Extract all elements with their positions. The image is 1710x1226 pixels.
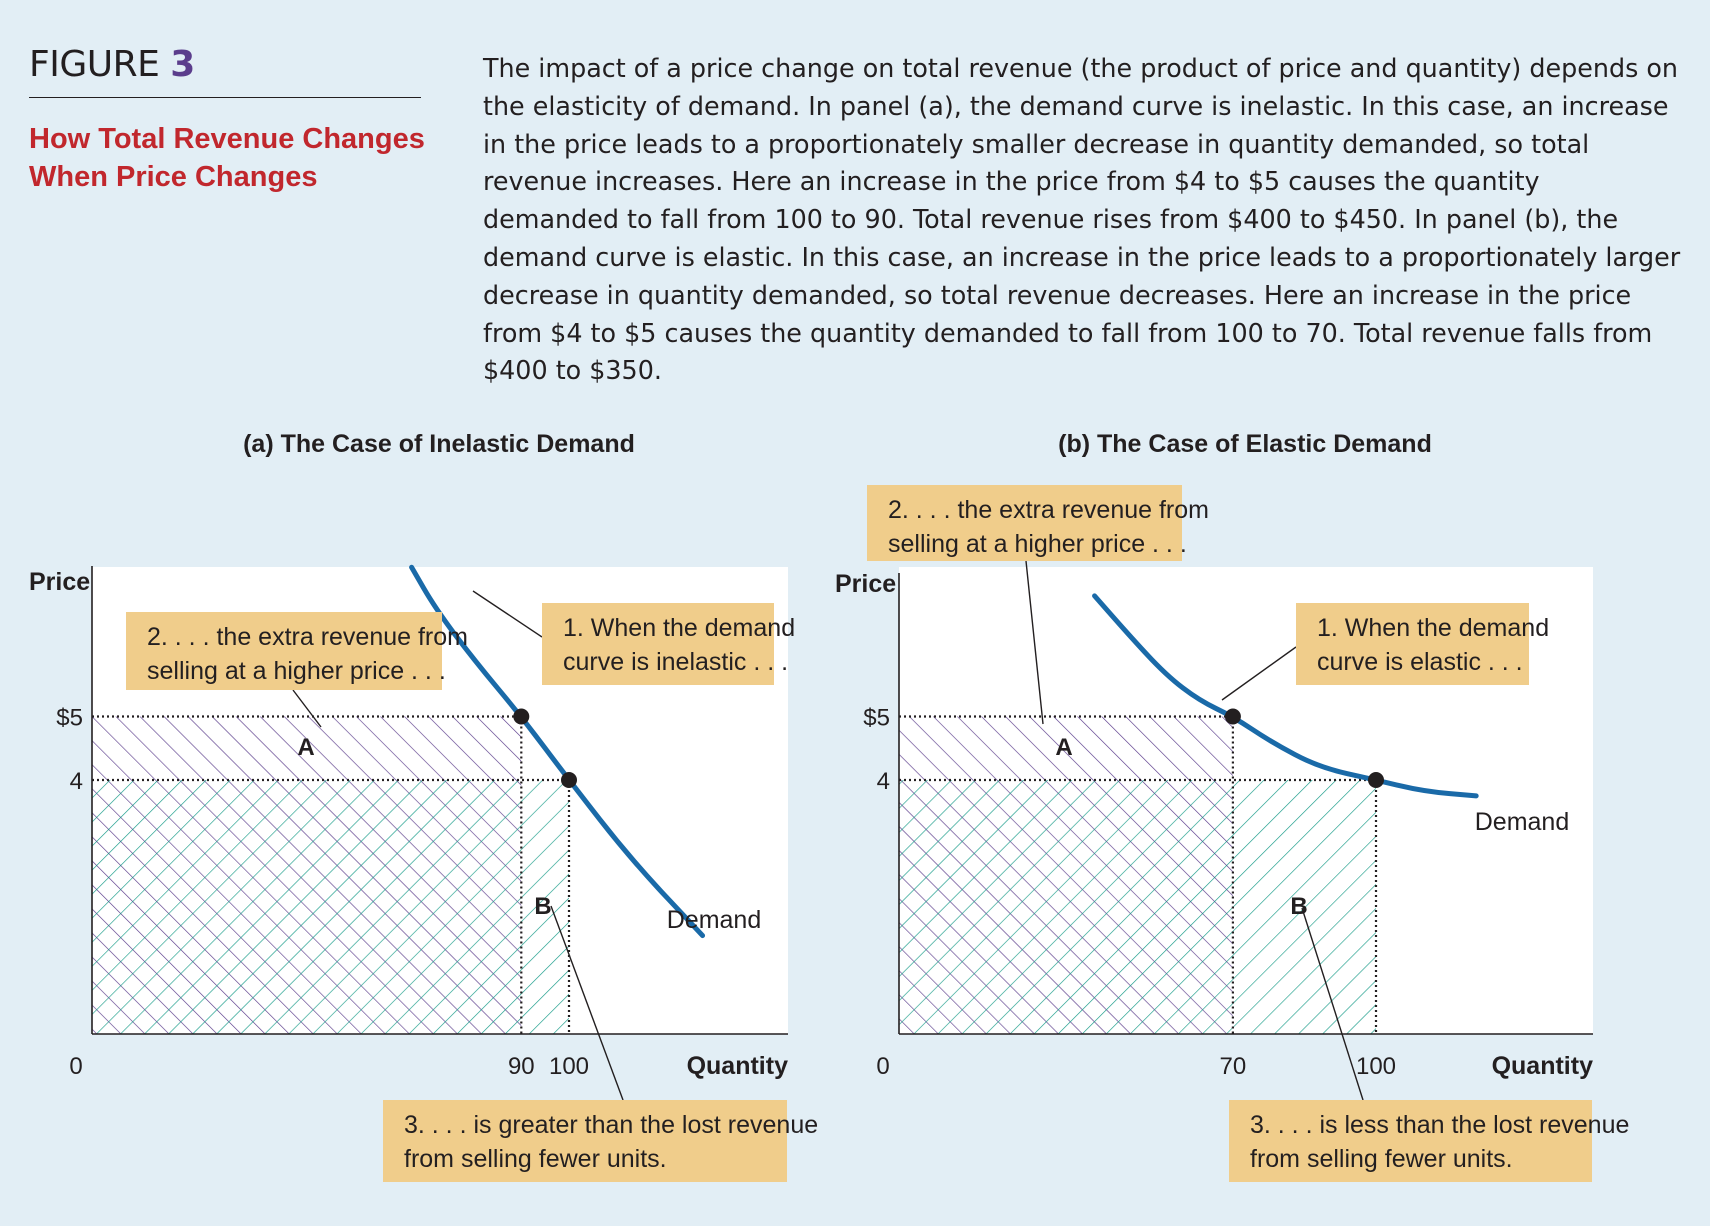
figure-caption: The impact of a price change on total re… [483, 53, 1681, 386]
figure-title-line-1: How Total Revenue Changes [29, 123, 425, 155]
callout-text: selling at a higher price . . . [147, 657, 446, 685]
panel-title: (a) The Case of Inelastic Demand [243, 430, 635, 458]
panel-b: $5 4 70 100 0 Price Quantity (b) The Case of El… [835, 430, 1629, 1182]
callout-text: 3. . . . is greater than the lost revenu… [404, 1111, 818, 1139]
callout-text: curve is inelastic . . . [563, 648, 788, 676]
area-b-hatch [1232, 780, 1376, 1034]
figure-rule [29, 97, 421, 98]
y-tick-label: $5 [56, 705, 83, 732]
x-tick-label: 100 [1356, 1053, 1396, 1080]
demand-point [513, 708, 530, 725]
origin-label: 0 [69, 1053, 82, 1080]
y-axis-title: Price [29, 568, 90, 596]
area-a-hatch [899, 716, 1233, 780]
callout-text: selling at a higher price . . . [888, 530, 1187, 558]
callout-box [1229, 1100, 1592, 1182]
x-axis-title: Quantity [1492, 1052, 1593, 1080]
y-tick-label: 4 [877, 768, 890, 795]
callout-leader-line [292, 689, 322, 728]
callout-box [867, 485, 1182, 561]
origin-label: 0 [876, 1053, 889, 1080]
y-axis-title: Price [835, 570, 896, 598]
demand-label: Demand [1475, 808, 1570, 836]
callout-text: 1. When the demand [1317, 614, 1549, 642]
figure-number: 3 [170, 44, 195, 85]
callout-box [383, 1100, 787, 1182]
callout-box [542, 603, 774, 685]
figure-title: How Total Revenue Changes When Price Cha… [29, 120, 429, 196]
callout-leader-line [1301, 907, 1364, 1101]
callout-leader-line [1221, 646, 1297, 701]
figure-label: FIGURE 3 [29, 44, 195, 85]
area-a-label: A [1055, 734, 1072, 761]
callout-leader-line [472, 590, 543, 638]
panel-title: (b) The Case of Elastic Demand [1058, 430, 1432, 458]
area-b-label: B [534, 893, 551, 920]
demand-point [1224, 708, 1241, 725]
y-tick-label: $5 [863, 705, 890, 732]
x-tick-label: 90 [508, 1053, 535, 1080]
callout-text: from selling fewer units. [1250, 1145, 1513, 1173]
figure-title-line-2: When Price Changes [29, 161, 318, 193]
x-axis-title: Quantity [687, 1052, 788, 1080]
demand-curve [409, 564, 706, 939]
area-a-label: A [297, 734, 314, 761]
demand-label: Demand [667, 906, 762, 934]
y-tick-label: 4 [70, 768, 83, 795]
area-a-hatch [92, 716, 522, 780]
area-b-hatch [521, 780, 569, 1034]
demand-point [561, 772, 577, 788]
callout-leader-line [1025, 560, 1044, 725]
demand-point [1368, 772, 1384, 788]
common-area-hatch-green [899, 780, 1233, 1034]
callout-text: 1. When the demand [563, 614, 795, 642]
callout-text: from selling fewer units. [404, 1145, 667, 1173]
callout-text: 2. . . . the extra revenue from [888, 496, 1209, 524]
callout-text: curve is elastic . . . [1317, 648, 1523, 676]
x-tick-label: 100 [549, 1053, 589, 1080]
panel-a: $5 4 90 100 0 Price Quantity (a) The Case of In… [29, 430, 818, 1182]
callout-text: 2. . . . the extra revenue from [147, 623, 468, 651]
common-area-hatch-green [92, 780, 522, 1034]
callout-box [1296, 603, 1529, 685]
figure-label-word: FIGURE [29, 44, 160, 85]
callout-box [126, 612, 442, 690]
x-tick-label: 70 [1220, 1053, 1247, 1080]
callout-leader-line [550, 905, 624, 1101]
callout-text: 3. . . . is less than the lost revenue [1250, 1111, 1629, 1139]
